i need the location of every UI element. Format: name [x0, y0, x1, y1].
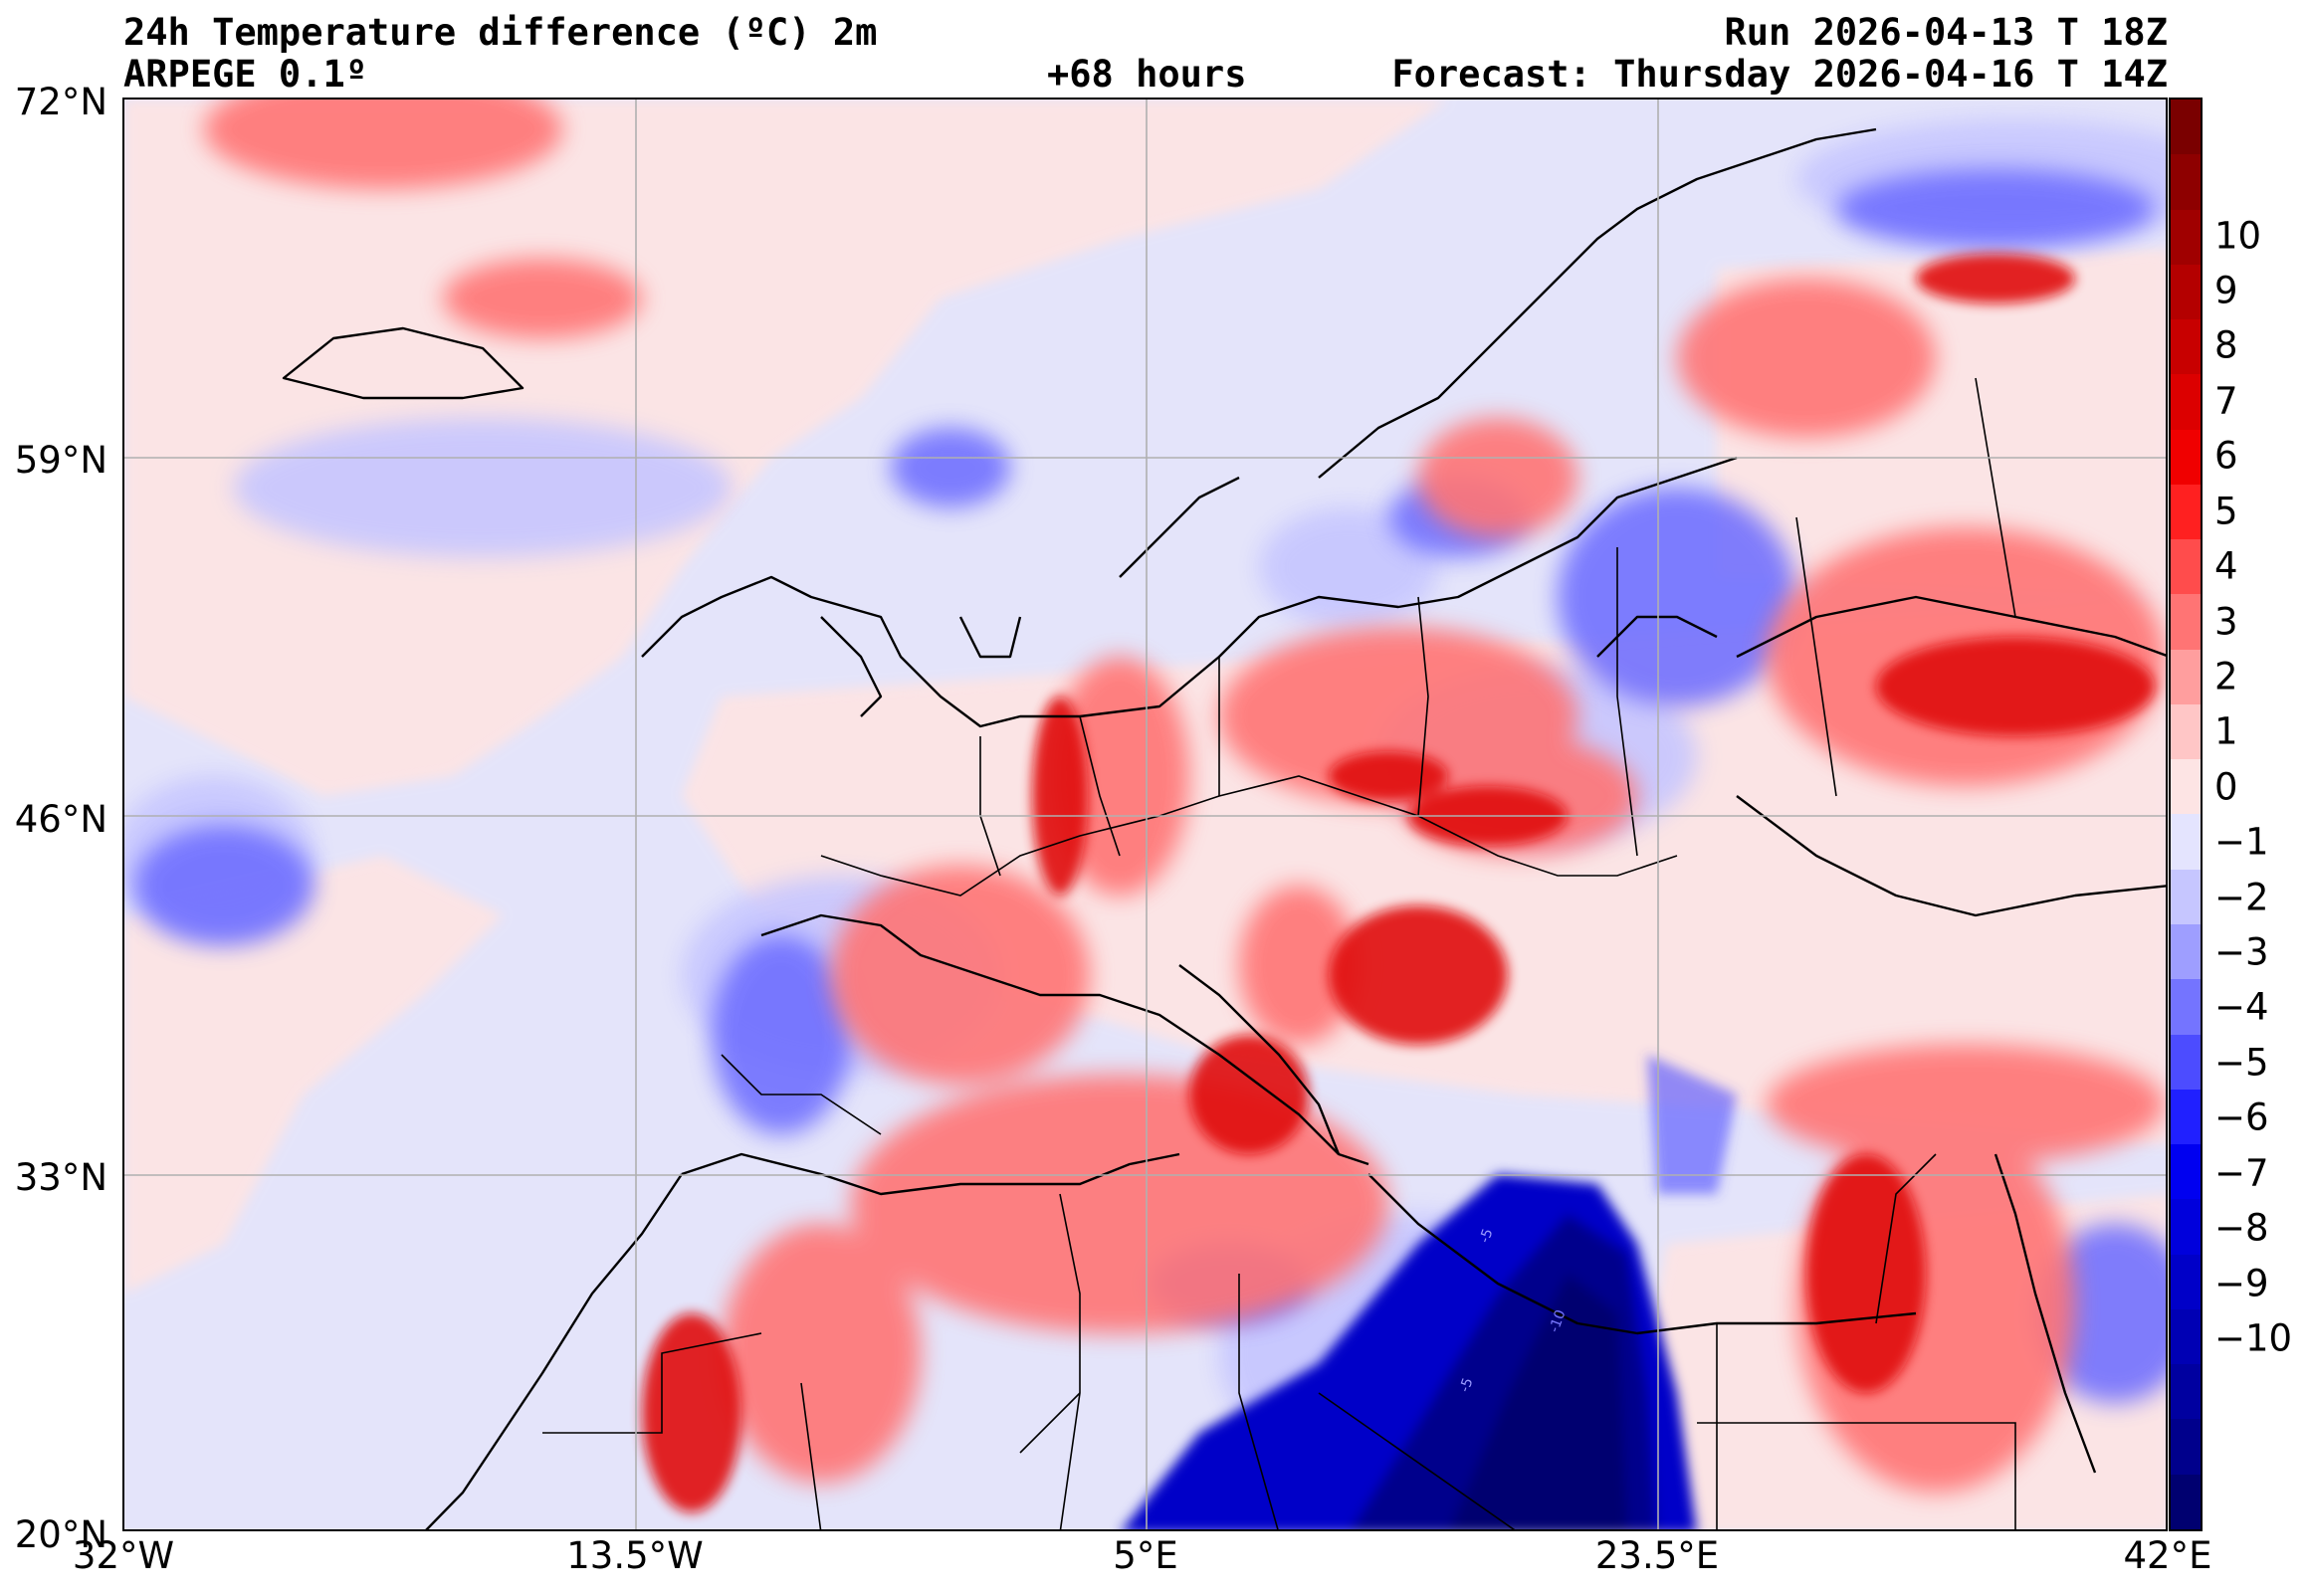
colorbar-segment	[2171, 923, 2201, 980]
map-canvas: -5 -10 -5	[124, 100, 2166, 1529]
colorbar-segment	[2171, 759, 2201, 815]
colorbar-tick-label: 2	[2214, 655, 2238, 698]
colorbar-segment	[2171, 264, 2201, 320]
forecast-time: Forecast: Thursday 2026-04-16 T 14Z	[1391, 53, 2168, 96]
colorbar	[2169, 98, 2203, 1531]
lon-label-13-5w: 13.5°W	[566, 1534, 704, 1577]
model-name: ARPEGE 0.1º	[123, 53, 368, 96]
colorbar-tick-label: −7	[2214, 1151, 2269, 1195]
colorbar-segment	[2171, 1308, 2201, 1365]
colorbar-tick-label: −10	[2214, 1316, 2293, 1360]
colorbar-tick-label: −2	[2214, 876, 2269, 919]
colorbar-segment	[2171, 539, 2201, 595]
country-borders	[542, 377, 2016, 1529]
colorbar-tick-label: 6	[2214, 434, 2238, 478]
warm-mid-areas	[204, 100, 2165, 1493]
lon-label-42e: 42°E	[2123, 1534, 2212, 1577]
colorbar-segment	[2171, 209, 2201, 265]
lon-label-5e: 5°E	[1113, 1534, 1178, 1577]
colorbar-tick-label: −8	[2214, 1206, 2269, 1250]
lat-label-20n: 20°N	[14, 1513, 107, 1556]
warm-strong-areas	[642, 254, 2155, 1512]
colorbar-tick-label: 9	[2214, 269, 2238, 312]
colorbar-segment	[2171, 814, 2201, 870]
colorbar-tick-label: 10	[2214, 214, 2262, 258]
contour-label: -10	[1547, 1307, 1570, 1334]
colorbar-tick-label: −3	[2214, 930, 2269, 974]
colorbar-segment	[2171, 703, 2201, 760]
colorbar-segment	[2171, 979, 2201, 1035]
cold-strong-area	[1123, 1055, 1737, 1529]
colorbar-segment	[2171, 154, 2201, 210]
lat-label-59n: 59°N	[14, 439, 107, 482]
colorbar-tick-label: 3	[2214, 600, 2238, 644]
colorbar-segment	[2171, 1089, 2201, 1145]
colorbar-segment	[2171, 1254, 2201, 1309]
temperature-map[interactable]: -5 -10 -5	[122, 98, 2168, 1531]
lat-label-33n: 33°N	[14, 1156, 107, 1199]
colorbar-tick-label: −4	[2214, 985, 2269, 1029]
map-title: 24h Temperature difference (ºC) 2m	[123, 11, 878, 54]
colorbar-segment	[2171, 1034, 2201, 1090]
lat-label-72n: 72°N	[14, 81, 107, 123]
colorbar-segment	[2171, 1419, 2201, 1475]
colorbar-segment	[2171, 100, 2201, 155]
contour-label: -5	[1457, 1376, 1477, 1395]
colorbar-segment	[2171, 1144, 2201, 1200]
lon-label-23-5e: 23.5°E	[1594, 1534, 1720, 1577]
coastlines	[282, 127, 2166, 1529]
colorbar-tick-label: 5	[2214, 490, 2238, 533]
colorbar-segment	[2171, 594, 2201, 650]
colorbar-segment	[2171, 1474, 2201, 1529]
lon-label-32w: 32°W	[72, 1534, 175, 1577]
colorbar-tick-label: −9	[2214, 1262, 2269, 1305]
colorbar-tick-label: 7	[2214, 379, 2238, 423]
colorbar-segment	[2171, 1364, 2201, 1420]
colorbar-segment	[2171, 374, 2201, 430]
colorbar-segment	[2171, 649, 2201, 704]
colorbar-tick-label: −5	[2214, 1041, 2269, 1085]
colorbar-tick-label: 1	[2214, 709, 2238, 753]
contour-labels: -5 -10 -5	[1457, 1227, 1570, 1395]
colorbar-segment	[2171, 1199, 2201, 1255]
colorbar-tick-label: 8	[2214, 323, 2238, 367]
colorbar-tick-label: 0	[2214, 765, 2238, 809]
gridlines	[124, 100, 2166, 1529]
lat-label-46n: 46°N	[14, 798, 107, 841]
contour-label: -5	[1477, 1227, 1497, 1246]
colorbar-tick-label: −6	[2214, 1096, 2269, 1139]
colorbar-segment	[2171, 429, 2201, 485]
colorbar-tick-label: 4	[2214, 544, 2238, 588]
colorbar-segment	[2171, 869, 2201, 924]
colorbar-segment	[2171, 319, 2201, 375]
lead-time: +68 hours	[1047, 53, 1247, 96]
run-time: Run 2026-04-13 T 18Z	[1724, 11, 2168, 54]
colorbar-tick-label: −1	[2214, 820, 2269, 864]
colorbar-segment	[2171, 484, 2201, 540]
